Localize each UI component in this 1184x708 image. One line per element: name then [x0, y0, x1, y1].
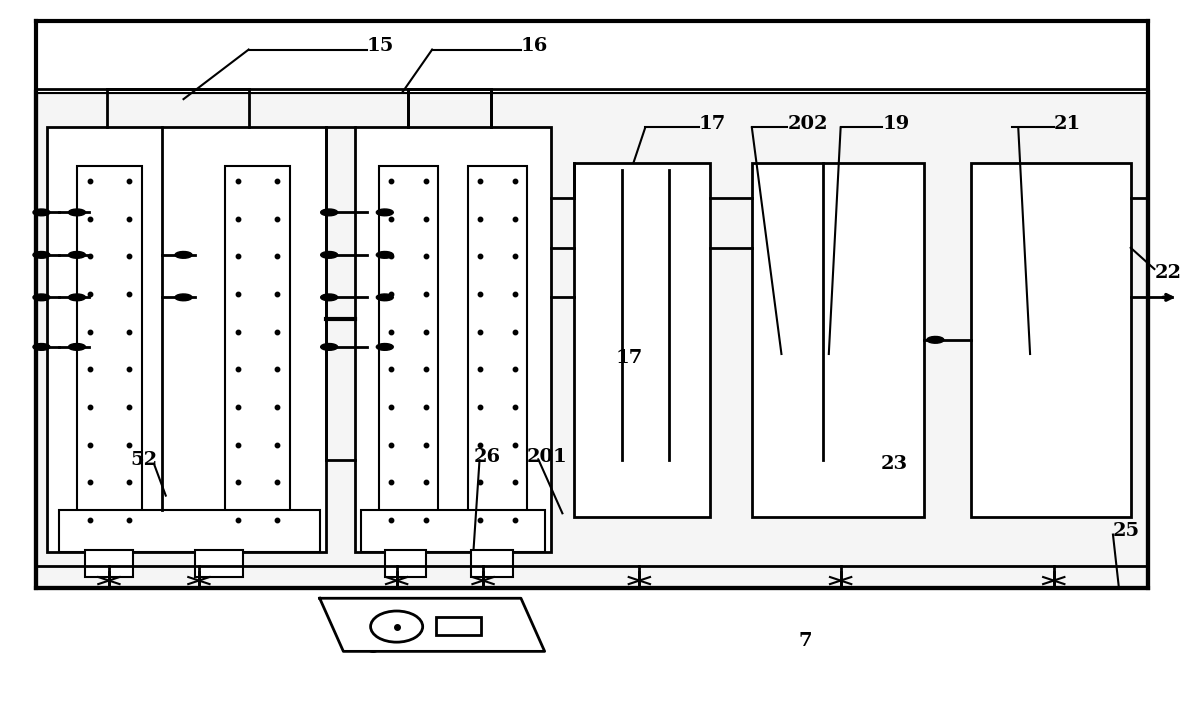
Polygon shape	[321, 343, 337, 350]
Polygon shape	[320, 598, 545, 651]
Polygon shape	[33, 294, 50, 301]
Text: 25: 25	[1113, 522, 1140, 540]
Polygon shape	[321, 209, 337, 216]
Polygon shape	[69, 251, 85, 258]
Text: 17: 17	[614, 348, 643, 367]
Polygon shape	[69, 209, 85, 216]
Bar	[971, 163, 1131, 517]
Bar	[225, 166, 290, 535]
Text: 15: 15	[367, 37, 394, 55]
Polygon shape	[377, 251, 393, 258]
Text: 6: 6	[366, 639, 380, 657]
Text: 202: 202	[787, 115, 828, 133]
Polygon shape	[377, 343, 393, 350]
Bar	[195, 550, 243, 577]
Bar	[361, 510, 545, 552]
Polygon shape	[436, 617, 481, 635]
Text: 23: 23	[881, 455, 907, 473]
Polygon shape	[33, 209, 50, 216]
Text: 19: 19	[882, 115, 909, 133]
Polygon shape	[33, 343, 50, 350]
Polygon shape	[321, 294, 337, 301]
Text: 21: 21	[1054, 115, 1081, 133]
Bar	[47, 127, 326, 552]
Polygon shape	[175, 294, 192, 301]
Text: 52: 52	[130, 451, 157, 469]
Bar	[752, 163, 924, 517]
Bar	[85, 550, 133, 577]
Polygon shape	[321, 251, 337, 258]
Bar	[471, 550, 513, 577]
Bar	[355, 127, 551, 552]
Polygon shape	[175, 251, 192, 258]
Text: 7: 7	[798, 632, 812, 650]
Bar	[385, 550, 426, 577]
Bar	[574, 163, 710, 517]
Polygon shape	[377, 209, 393, 216]
Bar	[77, 166, 142, 535]
Polygon shape	[69, 294, 85, 301]
Bar	[36, 92, 1148, 588]
Polygon shape	[33, 251, 50, 258]
Polygon shape	[927, 336, 944, 343]
Text: 26: 26	[474, 447, 501, 466]
Text: 16: 16	[521, 37, 548, 55]
Text: 201: 201	[527, 447, 567, 466]
Text: 22: 22	[1154, 263, 1182, 282]
Bar	[36, 21, 1148, 92]
Bar	[59, 510, 320, 552]
Bar	[379, 166, 438, 535]
Bar	[436, 617, 481, 635]
Polygon shape	[377, 294, 393, 301]
Bar	[468, 166, 527, 535]
Polygon shape	[69, 343, 85, 350]
Text: 17: 17	[699, 115, 726, 133]
